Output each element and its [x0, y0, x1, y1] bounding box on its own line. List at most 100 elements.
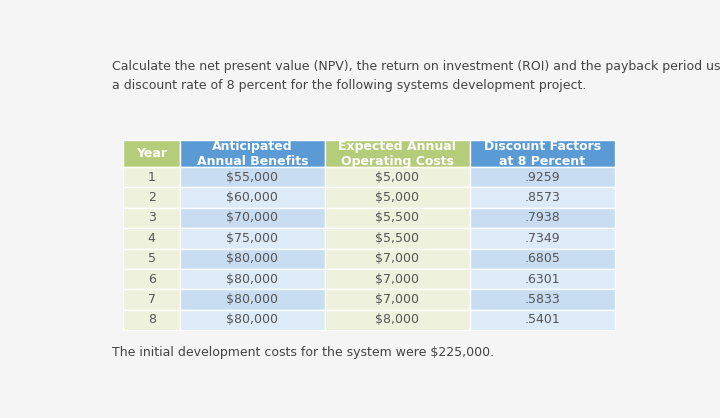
Bar — [180, 140, 325, 167]
Bar — [124, 187, 180, 208]
Text: $8,000: $8,000 — [375, 314, 419, 326]
Text: $7,000: $7,000 — [375, 273, 419, 285]
Bar — [325, 187, 469, 208]
Text: The initial development costs for the system were $225,000.: The initial development costs for the sy… — [112, 346, 495, 359]
Bar — [180, 289, 325, 310]
Text: .5833: .5833 — [524, 293, 560, 306]
Bar — [325, 228, 469, 249]
Bar — [180, 228, 325, 249]
Bar — [124, 167, 180, 187]
Bar — [469, 167, 615, 187]
Bar — [469, 289, 615, 310]
Bar — [325, 310, 469, 330]
Bar — [180, 167, 325, 187]
Text: 2: 2 — [148, 191, 156, 204]
Bar — [124, 228, 180, 249]
Bar — [325, 167, 469, 187]
Bar — [469, 187, 615, 208]
Bar — [124, 269, 180, 289]
Bar — [124, 187, 180, 208]
Bar — [180, 187, 325, 208]
Text: .8573: .8573 — [524, 191, 560, 204]
Text: 3: 3 — [148, 212, 156, 224]
Bar — [469, 289, 615, 310]
Bar — [469, 249, 615, 269]
Bar — [325, 310, 469, 330]
Text: $5,000: $5,000 — [375, 171, 419, 184]
Bar — [124, 249, 180, 269]
Text: $70,000: $70,000 — [226, 212, 279, 224]
Text: 5: 5 — [148, 252, 156, 265]
Bar — [180, 269, 325, 289]
Bar — [325, 269, 469, 289]
Bar — [180, 228, 325, 249]
Bar — [124, 289, 180, 310]
Text: $60,000: $60,000 — [227, 191, 279, 204]
Bar — [469, 310, 615, 330]
Text: $55,000: $55,000 — [226, 171, 279, 184]
Bar — [180, 249, 325, 269]
Bar — [469, 269, 615, 289]
Text: $5,000: $5,000 — [375, 191, 419, 204]
Bar — [180, 187, 325, 208]
Text: .6301: .6301 — [524, 273, 560, 285]
Bar — [124, 249, 180, 269]
Text: $80,000: $80,000 — [226, 314, 279, 326]
Bar — [180, 208, 325, 228]
Text: Expected Annual
Operating Costs: Expected Annual Operating Costs — [338, 140, 456, 168]
Bar — [325, 228, 469, 249]
Text: Anticipated
Annual Benefits: Anticipated Annual Benefits — [197, 140, 308, 168]
Bar — [469, 249, 615, 269]
Bar — [124, 140, 180, 167]
Bar — [124, 228, 180, 249]
Bar — [124, 208, 180, 228]
Bar — [325, 208, 469, 228]
Bar — [325, 140, 469, 167]
Text: 1: 1 — [148, 171, 156, 184]
Bar — [124, 289, 180, 310]
Bar — [180, 167, 325, 187]
Bar — [325, 208, 469, 228]
Bar — [325, 289, 469, 310]
Bar — [124, 310, 180, 330]
Bar — [325, 289, 469, 310]
Bar — [124, 167, 180, 187]
Bar — [180, 140, 325, 167]
Bar — [469, 187, 615, 208]
Text: $7,000: $7,000 — [375, 293, 419, 306]
Bar — [180, 208, 325, 228]
Bar — [325, 249, 469, 269]
Bar — [325, 140, 469, 167]
Bar — [469, 140, 615, 167]
Bar — [180, 310, 325, 330]
Text: $80,000: $80,000 — [226, 252, 279, 265]
Text: 7: 7 — [148, 293, 156, 306]
Bar — [124, 310, 180, 330]
Text: .7349: .7349 — [524, 232, 560, 245]
Bar — [325, 187, 469, 208]
Text: $5,500: $5,500 — [375, 232, 419, 245]
Text: $80,000: $80,000 — [226, 273, 279, 285]
Text: 8: 8 — [148, 314, 156, 326]
Bar — [469, 208, 615, 228]
Text: $7,000: $7,000 — [375, 252, 419, 265]
Text: 4: 4 — [148, 232, 156, 245]
Bar — [180, 269, 325, 289]
Bar — [469, 228, 615, 249]
Bar — [469, 167, 615, 187]
Text: $5,500: $5,500 — [375, 212, 419, 224]
Text: .9259: .9259 — [524, 171, 560, 184]
Bar — [469, 310, 615, 330]
Text: Discount Factors
at 8 Percent: Discount Factors at 8 Percent — [484, 140, 600, 168]
Bar — [124, 208, 180, 228]
Bar — [180, 249, 325, 269]
Text: $80,000: $80,000 — [226, 293, 279, 306]
Text: 6: 6 — [148, 273, 156, 285]
Text: Year: Year — [136, 147, 167, 160]
Text: .5401: .5401 — [524, 314, 560, 326]
Bar — [325, 249, 469, 269]
Text: .6805: .6805 — [524, 252, 560, 265]
Bar — [180, 289, 325, 310]
Text: Calculate the net present value (NPV), the return on investment (ROI) and the pa: Calculate the net present value (NPV), t… — [112, 60, 720, 92]
Bar — [124, 140, 180, 167]
